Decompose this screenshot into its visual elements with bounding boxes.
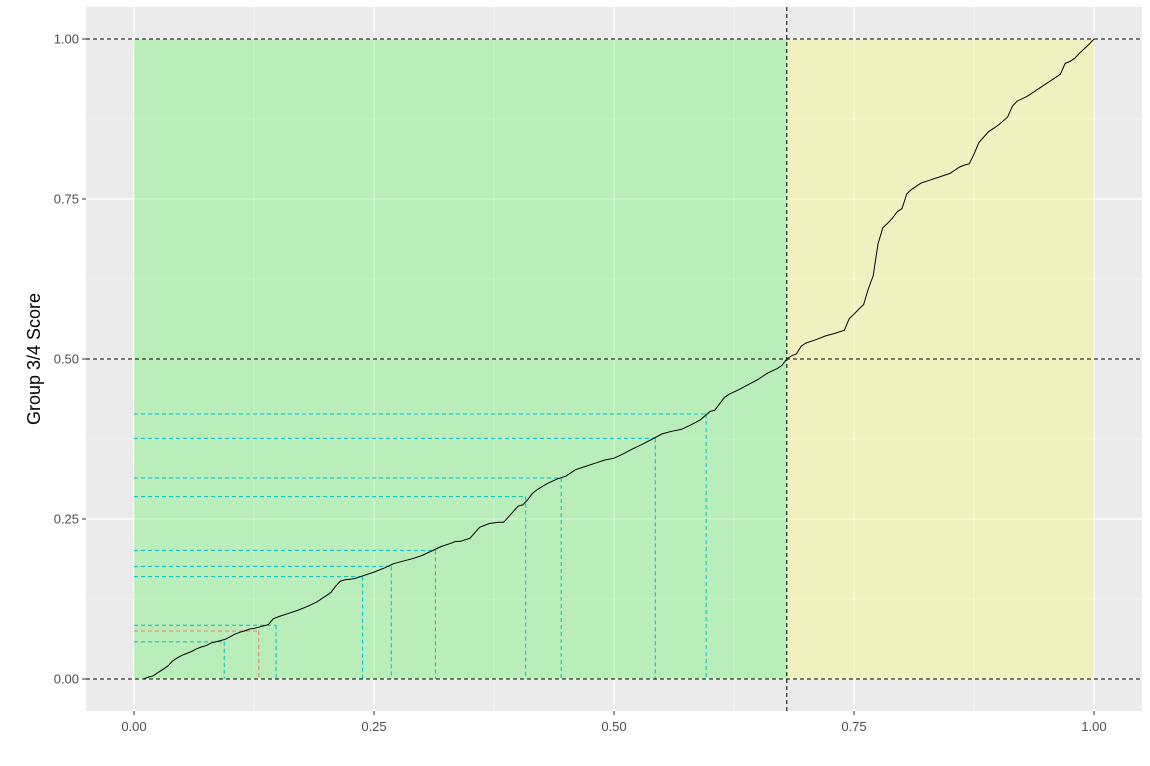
y-axis-ticks: 0.00 0.25 0.50 0.75 1.00 [54,32,86,687]
y-tick-label: 0.25 [54,512,79,527]
x-tick-label: 0.50 [601,719,626,734]
y-tick-label: 0.00 [54,672,79,687]
y-tick-label: 1.00 [54,32,79,47]
y-tick-label: 0.75 [54,192,79,207]
y-axis-title: Group 3/4 Score [24,293,44,425]
red-dropdown-lines [134,630,260,679]
x-tick-label: 0.00 [121,719,146,734]
x-tick-label: 0.75 [841,719,866,734]
x-tick-label: 0.25 [361,719,386,734]
y-tick-label: 0.50 [54,352,79,367]
score-curve [143,38,1095,680]
teal-dropdown-lines [134,413,707,679]
x-tick-label: 1.00 [1081,719,1106,734]
x-axis-ticks: 0.00 0.25 0.50 0.75 1.00 [121,711,1107,734]
